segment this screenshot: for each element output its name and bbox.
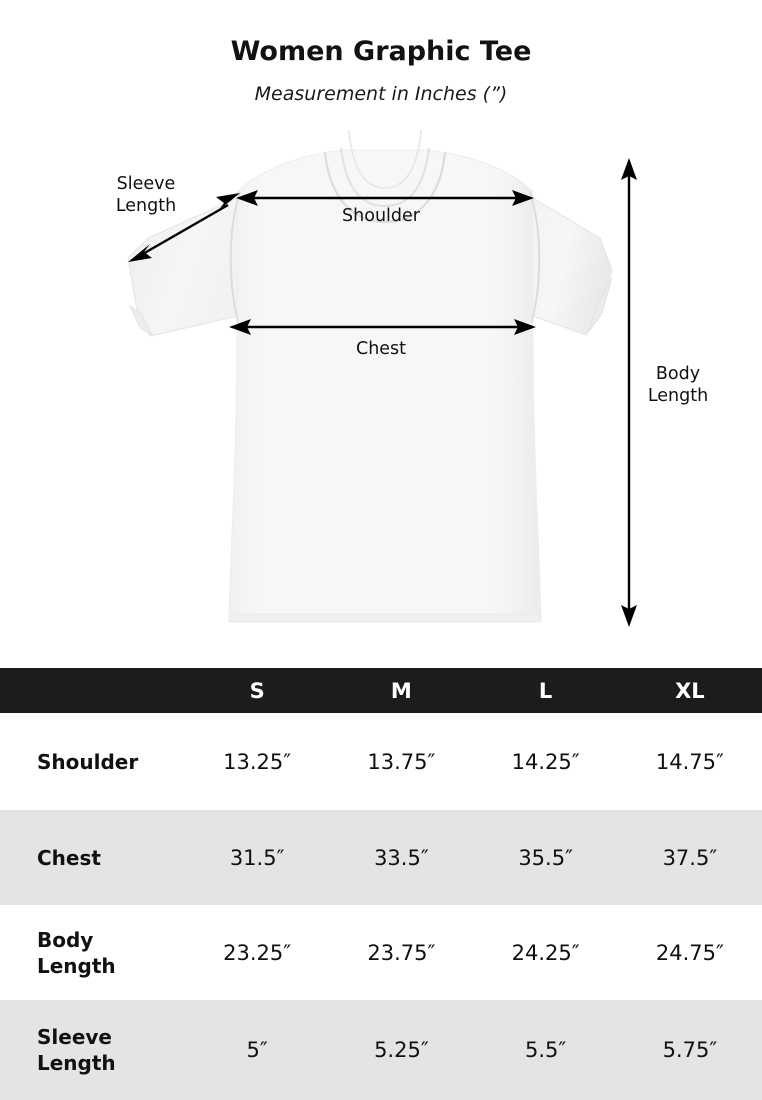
sleeve-length-label: Sleeve Length <box>115 174 177 217</box>
sleeve-length-value-s: 5″ <box>246 1038 268 1062</box>
shoulder-value-xl: 14.75″ <box>655 749 724 774</box>
sleeve-length-value-m: 5.25″ <box>374 1038 429 1062</box>
size-header-l: L <box>538 678 553 703</box>
sleeve-length-value-l: 5.5″ <box>525 1038 567 1062</box>
left-armhole-seam <box>229 191 241 323</box>
shoulder-measure-arrow <box>236 190 534 206</box>
page-title: Women Graphic Tee <box>230 36 532 67</box>
shoulder-value-l: 14.25″ <box>511 749 580 774</box>
row-label-sleeve-length: Sleeve Length <box>37 1025 116 1075</box>
body-length-measure-arrow <box>621 158 637 627</box>
chest-value-m: 33.5″ <box>374 845 429 870</box>
sleeve-length-measure-arrow <box>128 193 240 262</box>
collar-outer-arc <box>323 151 447 224</box>
chest-value-xl: 37.5″ <box>662 845 718 870</box>
shoulder-value-s: 13.25″ <box>223 749 292 774</box>
body-length-value-l: 24.25″ <box>511 940 580 965</box>
chest-value-s: 31.5″ <box>229 845 285 870</box>
chart-header: Women Graphic Tee Measurement in Inches … <box>0 0 762 130</box>
right-sleeve-hem <box>587 277 613 333</box>
size-header-m: M <box>390 678 412 703</box>
table-header-row: S M L XL <box>0 668 762 713</box>
size-header-xl: XL <box>675 678 705 703</box>
left-sleeve-hem <box>129 304 153 337</box>
sleeve-length-value-xl: 5.75″ <box>662 1038 718 1062</box>
table-row-body-length: Body Length 23.25″ 23.75″ 24.25″ 24.75″ <box>0 905 762 1000</box>
shoulder-label: Shoulder <box>342 206 420 226</box>
left-sleeve-shape <box>127 197 239 337</box>
row-label-chest: Chest <box>37 845 101 870</box>
body-length-value-m: 23.75″ <box>367 940 436 965</box>
row-label-body-length: Body Length <box>37 927 116 978</box>
body-length-value-xl: 24.75″ <box>655 940 724 965</box>
collar-inner-arc <box>340 147 430 208</box>
table-row-chest: Chest 31.5″ 33.5″ 35.5″ 37.5″ <box>0 810 762 905</box>
bottom-hem <box>228 613 542 623</box>
page-subtitle: Measurement in Inches (”) <box>254 83 508 105</box>
tshirt-illustration <box>127 130 637 627</box>
neck-opening-arc <box>348 130 422 189</box>
size-header-s: S <box>249 678 265 703</box>
body-length-value-s: 23.25″ <box>223 940 292 965</box>
shoulder-value-m: 13.75″ <box>367 749 436 774</box>
chest-measure-arrow <box>229 319 536 335</box>
chest-label: Chest <box>355 339 407 359</box>
tshirt-diagram: Sleeve Length Shoulder Chest Body Length <box>0 130 762 665</box>
body-length-label: Body Length <box>647 364 709 407</box>
right-armhole-seam <box>529 191 541 323</box>
row-label-shoulder: Shoulder <box>37 749 139 774</box>
table-row-shoulder: Shoulder 13.25″ 13.75″ 14.25″ 14.75″ <box>0 713 762 810</box>
chest-value-l: 35.5″ <box>518 845 573 870</box>
table-row-sleeve-length: Sleeve Length 5″ 5.25″ 5.5″ 5.75″ <box>0 1000 762 1100</box>
